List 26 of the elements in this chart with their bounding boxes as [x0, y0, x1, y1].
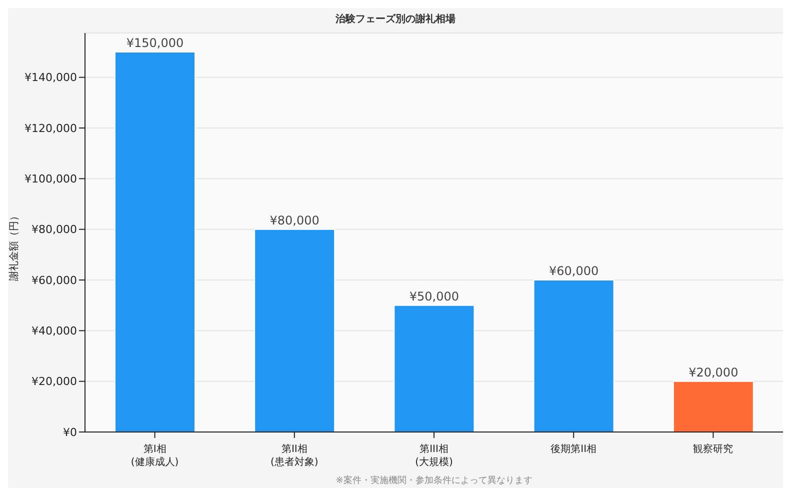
y-tick-label: ¥60,000 — [32, 274, 77, 287]
y-tick-label: ¥120,000 — [24, 122, 77, 135]
y-tick-label: ¥40,000 — [32, 324, 77, 338]
data-label: ¥150,000 — [126, 36, 184, 50]
bar — [394, 304, 475, 432]
x-tick-label: 第II相 (患者対象) — [270, 443, 318, 468]
y-axis-title: 謝礼金額（円） — [8, 211, 21, 281]
y-tick-label: ¥100,000 — [24, 172, 77, 186]
x-tick-label: 後期第II相 — [550, 443, 597, 455]
data-label: ¥20,000 — [688, 365, 738, 380]
bar — [254, 228, 336, 432]
chart-title: 治験フェーズ別の謝礼相場 — [334, 12, 456, 26]
text: ※案件・実施機関・参加条件によって異なります — [334, 474, 534, 487]
data-label: ¥80,000 — [270, 213, 320, 228]
data-label: ¥50,000 — [409, 289, 460, 304]
data-label: ¥60,000 — [548, 264, 599, 278]
y-tick-label: ¥20,000 — [32, 375, 77, 388]
bar — [533, 280, 614, 432]
bar — [672, 380, 754, 432]
y-tick-label: ¥0 — [63, 426, 77, 439]
x-tick-label: 第I相 (健康成人) — [130, 443, 179, 468]
y-tick-label: ¥140,000 — [24, 71, 77, 84]
y-tick-label: ¥80,000 — [32, 223, 77, 236]
x-tick-label: 観察研究 — [693, 443, 734, 455]
bar — [114, 52, 196, 432]
x-tick-label: 第III相 (大規模) — [415, 443, 453, 468]
